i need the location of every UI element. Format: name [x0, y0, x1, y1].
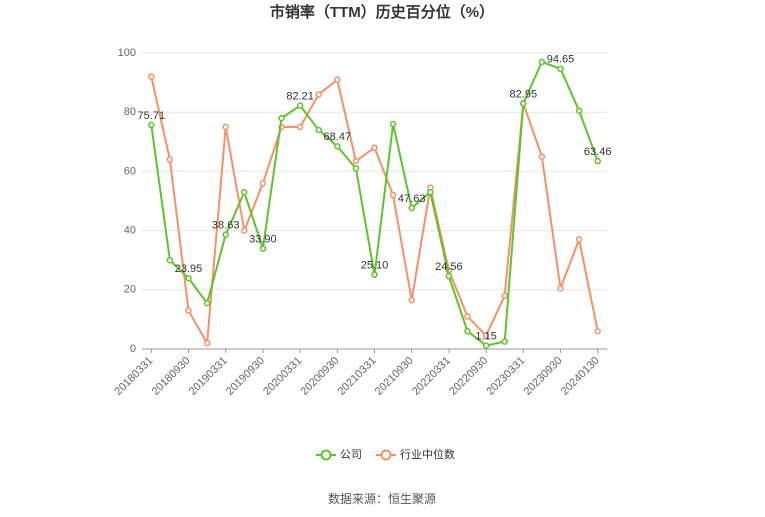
- data-point: [315, 126, 322, 134]
- data-point: [166, 156, 174, 163]
- legend-item: 行业中位数: [376, 447, 455, 461]
- y-tick-label: 80: [124, 106, 136, 118]
- y-tick-label: 20: [124, 284, 136, 296]
- value-label: 23.95: [175, 263, 203, 275]
- data-point: [371, 271, 378, 278]
- data-point: [445, 273, 453, 280]
- data-point: [501, 338, 508, 345]
- data-point: [222, 123, 229, 131]
- data-point: [427, 188, 434, 196]
- y-tick-label: 100: [118, 47, 136, 59]
- legend-label: 公司: [340, 449, 362, 461]
- data-point: [520, 100, 527, 107]
- x-tick-label: 20200930: [298, 355, 341, 398]
- x-tick-label: 20210331: [336, 355, 379, 398]
- data-point: [315, 91, 322, 98]
- value-label: 47.63: [398, 193, 426, 205]
- data-point: [352, 165, 360, 172]
- data-point: [482, 342, 490, 349]
- chart-title: 市销率（TTM）历史百分位（%）: [270, 3, 494, 21]
- data-point: [501, 292, 508, 299]
- data-point: [203, 299, 211, 307]
- x-tick-label: 20180331: [112, 355, 155, 398]
- data-point: [352, 157, 360, 165]
- data-point: [575, 107, 583, 114]
- y-tick-label: 40: [124, 225, 136, 237]
- data-point: [557, 65, 564, 73]
- data-point: [148, 121, 155, 129]
- x-tick-label: 20200331: [261, 355, 304, 398]
- data-point: [241, 188, 248, 196]
- value-label: 94.65: [547, 54, 575, 66]
- data-point: [464, 313, 471, 320]
- data-point: [166, 256, 174, 264]
- data-point: [241, 227, 248, 234]
- data-point: [594, 157, 601, 165]
- value-label: 82.21: [286, 91, 314, 103]
- data-point: [594, 327, 601, 335]
- value-label: 25.10: [361, 260, 389, 272]
- data-point: [185, 307, 192, 314]
- data-point: [185, 274, 192, 282]
- value-label: 68.47: [324, 131, 352, 143]
- data-point: [371, 144, 378, 151]
- data-point: [464, 327, 471, 335]
- legend-marker: [320, 449, 332, 461]
- data-point: [557, 285, 564, 292]
- x-tick-label: 20220930: [447, 355, 490, 398]
- data-point: [408, 296, 415, 304]
- value-label: 63.46: [584, 146, 612, 158]
- data-point: [296, 102, 304, 109]
- value-label: 33.90: [249, 234, 277, 246]
- data-point: [259, 179, 267, 187]
- data-point: [296, 123, 304, 131]
- data-point: [222, 231, 229, 238]
- data-point: [408, 204, 415, 212]
- x-tick-label: 20220331: [410, 355, 453, 398]
- x-tick-label: 20230930: [522, 355, 565, 398]
- x-tick-label: 20230331: [484, 355, 527, 398]
- data-point: [389, 120, 397, 128]
- data-point: [334, 143, 341, 150]
- x-tick-label: 20190930: [224, 355, 267, 398]
- source: 数据来源：恒生聚源: [328, 491, 436, 506]
- data-point: [389, 191, 397, 199]
- data-point: [575, 236, 583, 243]
- data-point: [148, 73, 155, 80]
- legend-marker: [380, 449, 392, 461]
- x-tick-label: 20180930: [150, 355, 193, 398]
- x-tick-label: 20210930: [373, 355, 416, 398]
- data-point: [203, 339, 211, 347]
- data-point: [278, 114, 285, 122]
- y-tick-label: 60: [124, 165, 136, 177]
- y-tick-label: 0: [130, 343, 136, 355]
- value-label: 1.15: [475, 331, 496, 343]
- value-label: 38.63: [212, 220, 240, 232]
- data-point: [538, 153, 546, 160]
- series-line: [150, 76, 599, 347]
- legend-item: 公司: [316, 449, 362, 461]
- data-point: [334, 76, 341, 83]
- x-tick-label: 20240130: [559, 355, 602, 398]
- data-point: [259, 245, 267, 252]
- value-label: 75.71: [138, 110, 166, 122]
- value-label: 24.56: [435, 261, 463, 273]
- data-point: [482, 332, 490, 339]
- data-point: [538, 58, 546, 66]
- x-tick-label: 20190331: [187, 355, 230, 398]
- value-label: 82.95: [510, 88, 538, 100]
- legend-label: 行业中位数: [400, 447, 455, 461]
